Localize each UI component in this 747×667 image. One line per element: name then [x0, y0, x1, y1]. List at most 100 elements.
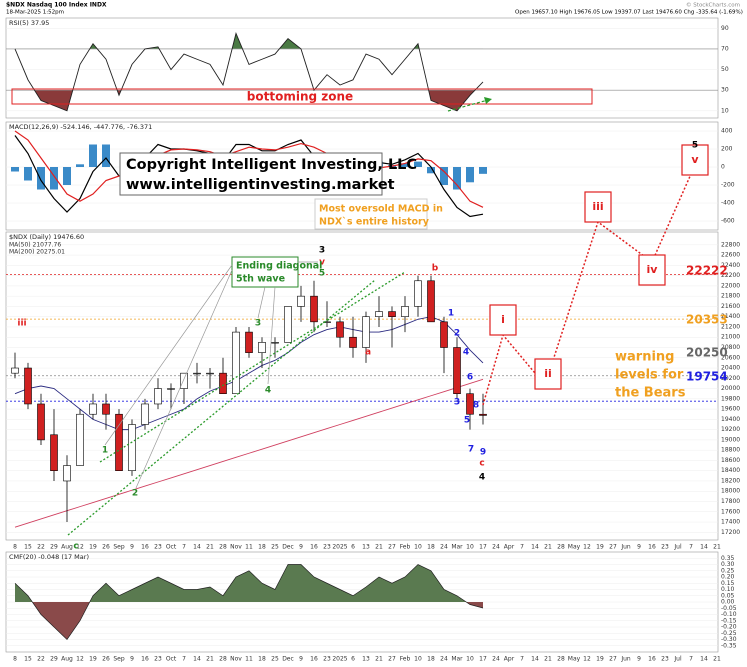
x-tick-label: 21 [544, 656, 552, 663]
histogram-bar [479, 167, 487, 174]
wave-label: 2 [132, 489, 138, 499]
x-tick-label: Aug [61, 544, 73, 551]
x-tick-label: 8 [13, 656, 17, 663]
y-tick-label: 18400 [721, 467, 740, 474]
y-tick-label: 20600 [721, 354, 740, 361]
candle-body [76, 413, 84, 466]
y-tick-label: 17400 [721, 519, 740, 526]
wave-label: 5 [692, 141, 698, 151]
wave-box [638, 254, 666, 286]
x-tick-label: Mar [451, 544, 463, 551]
legend-entry: MA(200) 20275.01 [9, 249, 65, 256]
candle-body [427, 280, 435, 323]
x-tick-label: Dec [282, 544, 294, 551]
annotation: www.intelligentinvesting.market [126, 177, 395, 193]
panel-title: RSI(5) 37.95 [9, 19, 49, 27]
panel-title: MACD(12,26,9) -524.146, -447.776, -76.37… [9, 123, 152, 131]
y-tick-label: -0.15 [721, 617, 737, 624]
rsi-arrowhead [484, 97, 492, 104]
diagonal-line [67, 279, 376, 536]
x-tick-label: 14 [531, 656, 539, 663]
x-tick-label: Nov [230, 656, 242, 663]
x-tick-label: 22 [37, 544, 45, 551]
candle-body [414, 280, 422, 307]
histogram-bar [37, 167, 45, 190]
candle-body [50, 434, 58, 471]
y-tick-label: 21200 [721, 323, 740, 330]
x-tick-label: 10 [414, 656, 422, 663]
x-tick-label: 6 [351, 544, 355, 551]
candle-body [336, 321, 344, 338]
y-tick-label: 18600 [721, 457, 740, 464]
x-tick-label: 21 [375, 656, 383, 663]
x-tick-label: Oct [166, 656, 177, 663]
histogram-bar [414, 161, 422, 167]
x-tick-label: 26 [102, 656, 110, 663]
x-tick-label: 15 [24, 656, 32, 663]
x-tick-label: 8 [13, 544, 17, 551]
y-tick-label: 19200 [721, 426, 740, 433]
y-tick-label: 0.20 [721, 574, 735, 581]
wave-box [681, 144, 709, 176]
candle-body [440, 321, 448, 348]
x-tick-label: Feb [400, 656, 411, 663]
annotation: 5th wave [236, 274, 285, 285]
y-tick-label: 19000 [721, 436, 740, 443]
annotation: 20353 [686, 313, 728, 327]
y-tick-label: 19800 [721, 395, 740, 402]
x-tick-label: Jul [673, 544, 682, 551]
wave-label: 3 [319, 246, 325, 256]
y-tick-label: -600 [721, 218, 735, 225]
y-tick-label: -0.10 [721, 611, 737, 618]
candle-body [37, 403, 45, 441]
x-tick-label: 21 [713, 656, 721, 663]
candle-body [271, 342, 279, 344]
y-tick-label: 22200 [721, 272, 740, 279]
x-tick-label: 24 [440, 656, 448, 663]
x-tick-label: 14 [531, 544, 539, 551]
x-tick-label: Mar [451, 656, 463, 663]
x-tick-label: 7 [689, 656, 693, 663]
y-tick-label: 20400 [721, 365, 740, 372]
x-tick-label: 2025 [332, 656, 347, 663]
y-tick-label: -0.20 [721, 624, 737, 631]
x-tick-label: 16 [648, 656, 656, 663]
x-tick-label: 25 [271, 656, 279, 663]
y-tick-label: -0.35 [721, 642, 737, 649]
x-tick-label: 16 [310, 656, 318, 663]
y-tick-label: 0.10 [721, 586, 735, 593]
line [14, 32, 484, 112]
wave-label: 5 [464, 416, 470, 426]
histogram-bar [63, 167, 71, 185]
y-tick-label: -0.05 [721, 605, 737, 612]
x-tick-label: 9 [130, 544, 134, 551]
wave-label: 7 [468, 445, 474, 455]
x-tick-label: Jun [620, 544, 631, 551]
x-tick-label: 23 [661, 656, 669, 663]
x-tick-label: 24 [492, 544, 500, 551]
panel-title: $NDX (Daily) 19476.60 [9, 233, 84, 241]
annotation-box [11, 88, 593, 105]
wave-box [584, 191, 612, 223]
y-tick-label: 21000 [721, 334, 740, 341]
y-tick-label: 20000 [721, 385, 740, 392]
candle-body [11, 367, 19, 374]
wave-label: 2 [454, 329, 460, 339]
x-tick-label: 24 [492, 656, 500, 663]
x-tick-label: 6 [351, 656, 355, 663]
y-tick-label: 18200 [721, 477, 740, 484]
annotation: NDX`s entire history [319, 217, 430, 228]
x-tick-label: 29 [50, 656, 58, 663]
x-tick-label: 13 [362, 544, 370, 551]
timestamp: 18-Mar-2025 1:52pm [6, 10, 64, 16]
x-tick-label: 14 [193, 656, 201, 663]
x-tick-label: 19 [596, 656, 604, 663]
histogram-bar [401, 163, 409, 167]
candle-body [128, 424, 136, 472]
x-tick-label: 19 [89, 544, 97, 551]
y-tick-label: 0.05 [721, 592, 735, 599]
x-tick-label: Jun [620, 656, 631, 663]
histogram-bar [89, 144, 97, 167]
candle-body [258, 342, 266, 353]
annotation-box [119, 152, 383, 196]
